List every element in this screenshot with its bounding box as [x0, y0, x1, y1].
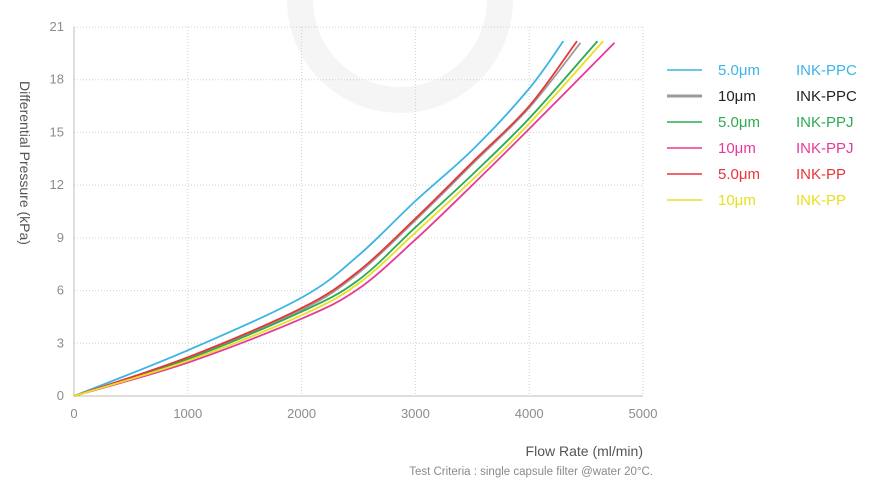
series-line-ink-ppc-5.0m	[73, 40, 565, 397]
legend-series-label: INK-PPC	[796, 88, 857, 105]
legend: 5.0μm INK-PPC 10μm INK-PPC 5.0μm INK-PPJ 10μm I…	[667, 62, 857, 209]
y-tick-label: 3	[57, 335, 64, 350]
x-axis-label: Flow Rate (ml/min)	[526, 443, 643, 459]
grid	[74, 26, 644, 396]
y-tick-label: 21	[50, 19, 64, 34]
axes: 0 3 6 9 12 15 18 21 0 1000 2000 3000 4000 5000	[50, 19, 658, 421]
legend-series-label: INK-PP	[796, 166, 846, 183]
x-tick-label: 3000	[401, 406, 430, 421]
y-axis-label: Differential Pressure (kPa)	[17, 81, 33, 245]
x-tick-label: 1000	[173, 406, 202, 421]
legend-size-label: 10μm	[718, 88, 756, 105]
x-tick-label: 2000	[287, 406, 316, 421]
series-line-ink-ppj-5.0m	[73, 40, 599, 397]
watermark-logo	[287, 0, 513, 113]
y-tick-label: 12	[50, 177, 64, 192]
y-tick-label: 18	[50, 72, 64, 87]
y-tick-label: 9	[57, 230, 64, 245]
legend-series-label: INK-PPJ	[796, 114, 854, 131]
legend-size-label: 10μm	[718, 192, 756, 209]
footnote: Test Criteria : single capsule filter @w…	[409, 466, 653, 478]
x-tick-label: 0	[70, 406, 77, 421]
y-tick-label: 15	[50, 124, 64, 139]
series-line-ink-pp-5.0m	[73, 40, 578, 397]
legend-size-label: 5.0μm	[718, 166, 760, 183]
x-tick-label: 4000	[515, 406, 544, 421]
legend-size-label: 10μm	[718, 140, 756, 157]
legend-size-label: 5.0μm	[718, 62, 760, 79]
y-tick-label: 0	[57, 388, 64, 403]
legend-series-label: INK-PPJ	[796, 140, 854, 157]
legend-series-label: INK-PPC	[796, 62, 857, 79]
series-lines	[73, 40, 616, 397]
series-line-ink-ppj-10m	[73, 42, 616, 397]
y-tick-label: 6	[57, 283, 64, 298]
x-tick-label: 5000	[629, 406, 658, 421]
series-line-ink-pp-10m	[73, 40, 604, 397]
legend-series-label: INK-PP	[796, 192, 846, 209]
legend-size-label: 5.0μm	[718, 114, 760, 131]
